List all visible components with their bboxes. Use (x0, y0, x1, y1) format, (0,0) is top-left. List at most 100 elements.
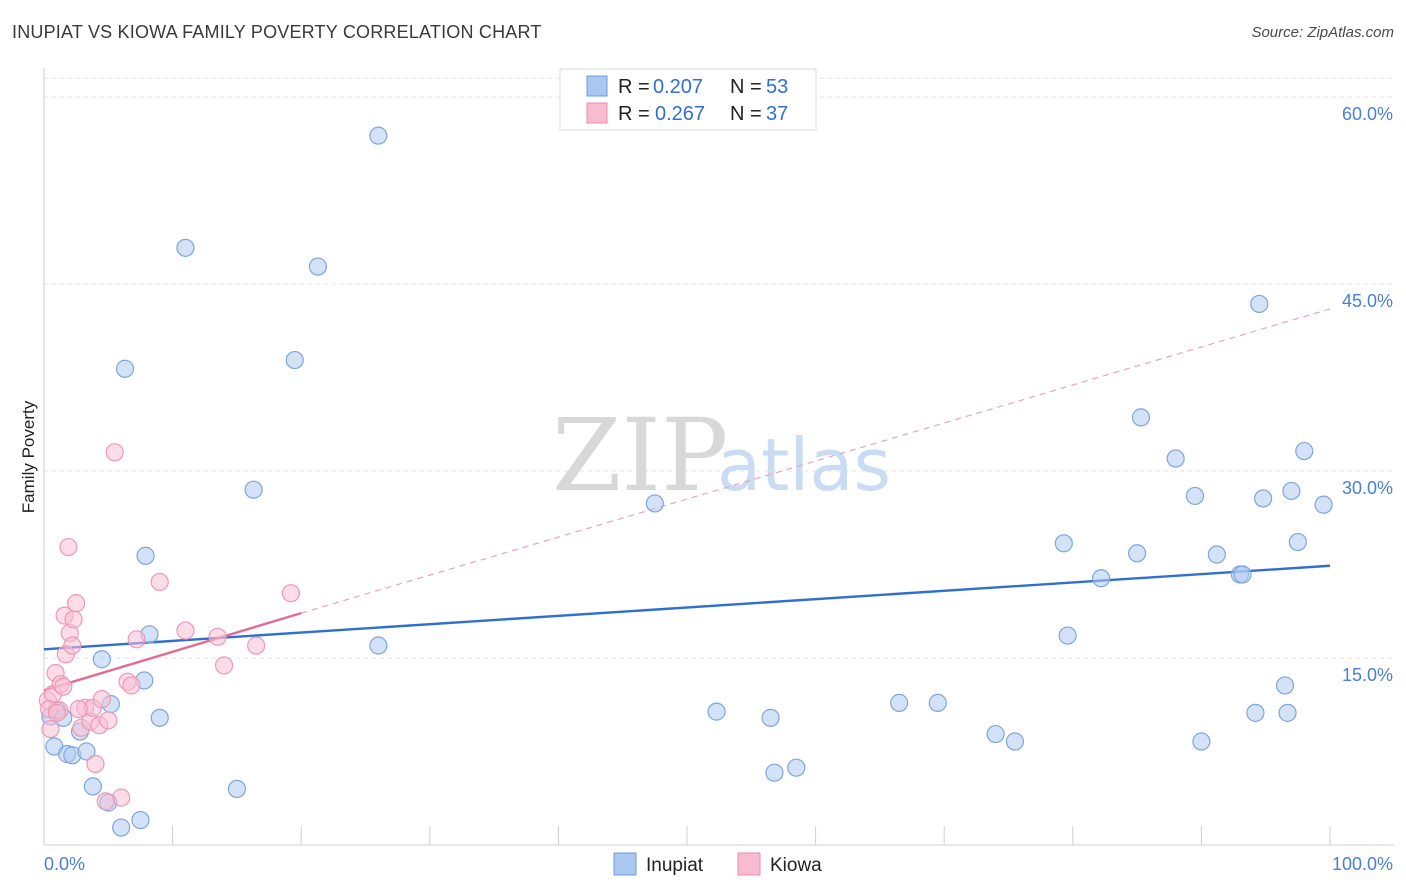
point-kiowa (69, 700, 88, 719)
x-tick-labels: 0.0% 100.0% (44, 854, 1393, 874)
trend-line-kiowa (43, 611, 302, 692)
legend-r-label-inupiat: R = (618, 76, 650, 98)
point-kiowa (47, 703, 66, 722)
point-inupiat (115, 359, 135, 378)
chart-title: INUPIAT VS KIOWA FAMILY POVERTY CORRELAT… (12, 22, 542, 42)
point-inupiat (1314, 495, 1333, 514)
point-kiowa (59, 537, 78, 557)
legend-n-value-inupiat: 53 (766, 76, 788, 98)
legend-stats: R = 0.207 N = 53 R = 0.267 N = 37 (559, 68, 817, 131)
point-kiowa (247, 636, 266, 655)
point-inupiat (1192, 732, 1211, 751)
point-kiowa (86, 754, 105, 774)
point-kiowa (176, 621, 195, 640)
point-inupiat (765, 763, 784, 782)
point-inupiat (285, 350, 304, 370)
point-inupiat (645, 494, 664, 513)
point-inupiat (369, 126, 388, 145)
legend-label-kiowa: Kiowa (770, 855, 822, 876)
legend-n-label-kiowa: N = (730, 103, 762, 125)
legend-swatch-inupiat-bottom (613, 852, 637, 876)
grid-lines (44, 77, 1394, 659)
point-kiowa (281, 584, 301, 603)
point-inupiat (136, 546, 155, 565)
legend-n-label-inupiat: N = (730, 76, 762, 98)
y-tick-labels: 15.0% 30.0% 45.0% 60.0% (1342, 104, 1393, 685)
point-kiowa (122, 676, 141, 695)
point-kiowa (96, 792, 115, 811)
legend-label-inupiat: Inupiat (646, 855, 704, 876)
point-inupiat (1005, 732, 1025, 751)
data-points (38, 126, 1333, 837)
legend-series: Inupiat Kiowa (613, 852, 822, 876)
point-inupiat (761, 708, 780, 727)
watermark-atlas: atlas (717, 423, 891, 507)
point-kiowa (214, 656, 234, 675)
point-kiowa (99, 711, 118, 730)
point-inupiat (928, 693, 947, 712)
x-tick-label: 0.0% (44, 854, 85, 874)
point-inupiat (176, 238, 195, 257)
trend-line-kiowa-extension (301, 308, 1331, 614)
point-inupiat (1131, 408, 1151, 427)
point-inupiat (1054, 534, 1073, 553)
point-inupiat (1295, 441, 1314, 461)
point-inupiat (1127, 544, 1147, 563)
point-inupiat (1254, 489, 1273, 508)
point-inupiat (244, 480, 263, 499)
point-inupiat (1185, 486, 1205, 506)
point-inupiat (369, 636, 388, 655)
point-inupiat (112, 818, 131, 837)
point-inupiat (1058, 626, 1077, 645)
point-kiowa (127, 630, 146, 649)
legend-r-value-inupiat: 0.207 (653, 76, 703, 98)
point-kiowa (150, 572, 169, 592)
y-tick-label: 60.0% (1342, 104, 1393, 124)
point-kiowa (63, 636, 82, 655)
axes (43, 68, 1394, 846)
point-inupiat (227, 779, 246, 799)
point-inupiat (1288, 532, 1307, 552)
point-inupiat (131, 810, 150, 830)
point-kiowa (64, 610, 83, 629)
point-inupiat (986, 724, 1005, 744)
chart-source: Source: ZipAtlas.com (1251, 24, 1394, 41)
point-inupiat (1278, 703, 1297, 722)
watermark: ZIP atlas (552, 397, 891, 514)
legend-n-value-kiowa: 37 (766, 103, 788, 125)
point-inupiat (77, 742, 96, 761)
y-tick-label: 30.0% (1342, 478, 1393, 498)
point-inupiat (1246, 703, 1265, 722)
point-inupiat (890, 693, 909, 712)
trend-lines (43, 308, 1331, 692)
x-tick-label: 100.0% (1332, 854, 1393, 874)
point-inupiat (150, 708, 169, 727)
legend-r-value-kiowa: 0.267 (655, 103, 705, 125)
legend-swatch-kiowa-bottom (737, 852, 761, 876)
point-inupiat (1275, 676, 1295, 695)
point-kiowa (112, 788, 131, 807)
y-tick-label: 45.0% (1342, 291, 1393, 311)
point-inupiat (1091, 569, 1111, 588)
point-kiowa (67, 594, 86, 613)
point-inupiat (1166, 449, 1185, 468)
point-inupiat (787, 758, 806, 777)
point-inupiat (308, 257, 328, 276)
point-inupiat (707, 702, 726, 721)
legend-swatch-kiowa (586, 102, 608, 124)
point-inupiat (1282, 481, 1301, 501)
point-inupiat (1207, 545, 1226, 564)
point-kiowa (92, 690, 111, 709)
point-kiowa (208, 627, 227, 646)
point-inupiat (92, 650, 111, 669)
point-inupiat (83, 777, 102, 796)
legend-swatch-inupiat (586, 75, 608, 97)
legend-r-label-kiowa: R = (618, 103, 650, 125)
trend-line-inupiat (43, 564, 1331, 651)
point-kiowa (105, 443, 124, 462)
point-kiowa (41, 719, 60, 739)
y-tick-label: 15.0% (1342, 665, 1393, 685)
point-inupiat (1250, 294, 1269, 314)
point-kiowa (54, 677, 73, 696)
